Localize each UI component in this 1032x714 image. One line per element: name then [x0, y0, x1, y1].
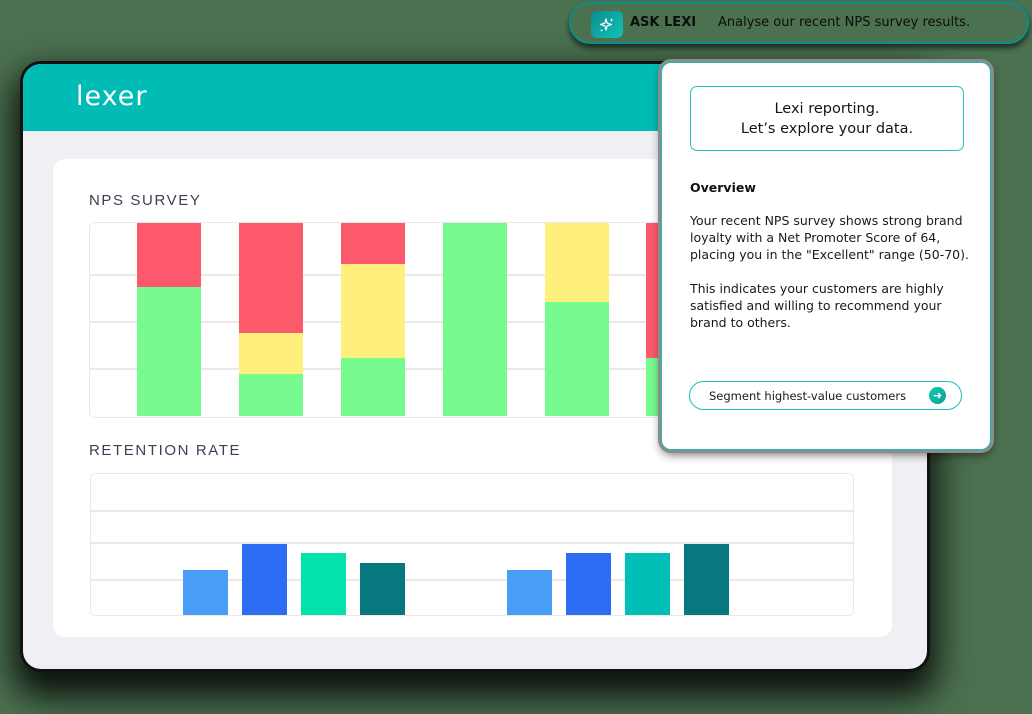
retention-bar[interactable] — [625, 553, 670, 615]
sparkle-icon[interactable] — [591, 11, 623, 38]
nps-survey-title: NPS SURVEY — [89, 192, 202, 209]
nps-bar-segment-detractors — [341, 223, 405, 264]
lexi-banner: Lexi reporting. Let’s explore your data. — [690, 86, 964, 151]
gridline — [91, 542, 853, 544]
gridline — [91, 510, 853, 512]
retention-bar[interactable] — [566, 553, 611, 615]
nps-bar-segment-promoters — [341, 358, 405, 416]
nps-bar-segment-promoters — [239, 373, 303, 416]
nps-bar-segment-passives — [239, 333, 303, 374]
retention-rate-chart — [90, 473, 854, 616]
nps-bar[interactable] — [239, 223, 303, 416]
retention-bar[interactable] — [360, 563, 405, 615]
lexi-banner-line1: Lexi reporting. — [774, 100, 880, 117]
segment-customers-label: Segment highest-value customers — [709, 388, 907, 403]
retention-bar[interactable] — [242, 543, 287, 615]
ask-lexi-label: ASK LEXI — [630, 15, 697, 30]
retention-bar[interactable] — [684, 543, 729, 615]
retention-rate-title: RETENTION RATE — [89, 442, 242, 459]
retention-bar[interactable] — [183, 570, 228, 615]
retention-bar[interactable] — [507, 570, 552, 615]
nps-bar-segment-promoters — [545, 302, 609, 416]
lexi-response-panel: Lexi reporting. Let’s explore your data.… — [661, 62, 991, 450]
nps-bar[interactable] — [545, 223, 609, 416]
lexi-banner-line2: Let’s explore your data. — [740, 120, 914, 137]
gridline — [91, 579, 853, 581]
nps-bar-segment-promoters — [443, 223, 507, 416]
nps-bar-segment-passives — [341, 263, 405, 359]
nps-bar-segment-detractors — [239, 223, 303, 334]
overview-paragraph-1: Your recent NPS survey shows strong bran… — [690, 213, 969, 262]
nps-bar[interactable] — [443, 223, 507, 416]
lexer-logo[interactable]: lexer — [76, 81, 148, 112]
segment-customers-button[interactable]: Segment highest-value customers ➜ — [689, 381, 962, 410]
ask-lexi-query[interactable]: Analyse our recent NPS survey results. — [718, 15, 971, 30]
nps-bar[interactable] — [137, 223, 201, 416]
nps-bar-segment-passives — [545, 223, 609, 303]
arrow-right-icon[interactable]: ➜ — [929, 387, 946, 404]
ask-lexi-bar[interactable]: ASK LEXI Analyse our recent NPS survey r… — [569, 2, 1029, 44]
overview-heading: Overview — [690, 180, 756, 195]
nps-bar-segment-promoters — [137, 286, 201, 416]
overview-text: Your recent NPS survey shows strong bran… — [690, 212, 980, 331]
retention-bar[interactable] — [301, 553, 346, 615]
nps-bar-segment-detractors — [137, 223, 201, 287]
overview-paragraph-2: This indicates your customers are highly… — [690, 281, 944, 330]
nps-bar[interactable] — [341, 223, 405, 416]
